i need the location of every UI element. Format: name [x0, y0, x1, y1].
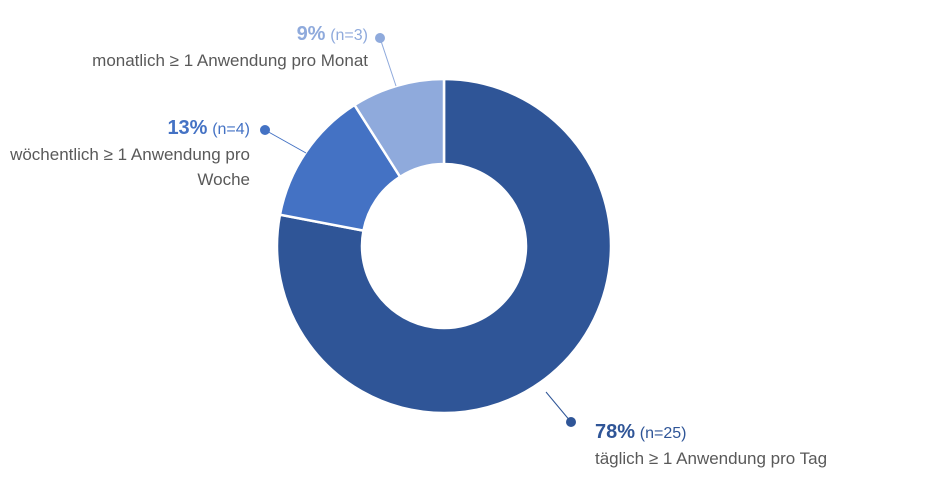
count-label: (n=3): [330, 27, 368, 44]
leader-line: [545, 391, 572, 423]
leader-dot: [566, 417, 576, 427]
data-label: 78% (n=25) täglich ≥ 1 Anwendung pro Tag: [595, 420, 915, 471]
percent-label: 78%: [595, 421, 636, 443]
leader-line: [379, 37, 397, 87]
leader-dot: [260, 125, 270, 135]
label-head: 9% (n=3): [0, 22, 368, 48]
slice: [275, 77, 613, 415]
label-head: 78% (n=25): [595, 420, 915, 446]
category-label: wöchentlich ≥ 1 Anwendung pro Woche: [10, 145, 250, 189]
count-label: (n=25): [639, 425, 687, 442]
category-label: täglich ≥ 1 Anwendung pro Tag: [595, 449, 828, 468]
data-label: 9% (n=3) monatlich ≥ 1 Anwendung pro Mona…: [0, 22, 368, 73]
count-label: (n=4): [212, 121, 250, 138]
label-head: 13% (n=4): [10, 116, 250, 142]
category-label: monatlich ≥ 1 Anwendung pro Monat: [92, 51, 368, 70]
percent-label: 9%: [296, 23, 326, 45]
leader-dot: [375, 33, 385, 43]
data-label: 13% (n=4) wöchentlich ≥ 1 Anwendung pro W…: [10, 116, 250, 192]
slice: [352, 77, 446, 179]
leader-line: [264, 129, 307, 154]
percent-label: 13%: [167, 117, 208, 139]
